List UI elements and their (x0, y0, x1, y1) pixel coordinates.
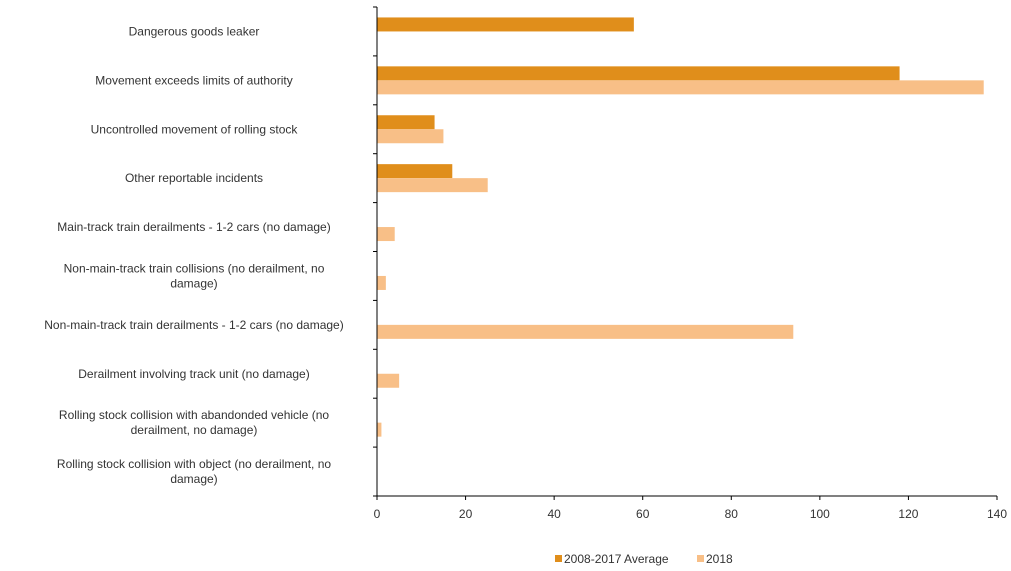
bar-2018-7 (377, 373, 400, 388)
bar-average-2 (377, 115, 435, 130)
x-tick-label: 0 (374, 507, 381, 521)
category-label-line: Non-main-track train derailments - 1-2 c… (44, 318, 343, 332)
category-label-line: damage) (170, 276, 217, 290)
category-label: Dangerous goods leaker (129, 24, 260, 38)
bar-2018-3 (377, 178, 488, 193)
x-tick-label: 100 (810, 507, 830, 521)
bar-2018-4 (377, 227, 395, 242)
bar-average-0 (377, 17, 634, 32)
bar-2018-1 (377, 80, 984, 95)
category-label: Rolling stock collision with object (no … (57, 457, 331, 486)
x-tick-label: 60 (636, 507, 650, 521)
category-label: Other reportable incidents (125, 171, 263, 185)
category-label-line: Uncontrolled movement of rolling stock (91, 122, 299, 136)
legend-swatch-1 (697, 555, 704, 562)
x-tick-label: 20 (459, 507, 473, 521)
legend-swatch-0 (555, 555, 562, 562)
category-labels: Dangerous goods leaker Movement exceeds l… (44, 24, 343, 486)
category-label-line: Movement exceeds limits of authority (95, 73, 292, 87)
category-label: Non-main-track train collisions (no dera… (64, 261, 325, 290)
category-label-line: Derailment involving track unit (no dama… (78, 367, 309, 381)
category-label: Rolling stock collision with abandonded … (59, 408, 329, 437)
category-label: Derailment involving track unit (no dama… (78, 367, 309, 381)
category-label-line: damage) (170, 472, 217, 486)
category-label: Uncontrolled movement of rolling stock (91, 122, 299, 136)
bar-2018-2 (377, 129, 444, 144)
legend: 2008-2017 Average 2018 (555, 552, 733, 566)
x-tick-label: 140 (987, 507, 1007, 521)
bar-average-3 (377, 164, 453, 179)
category-label-line: Rolling stock collision with object (no … (57, 457, 331, 471)
category-label: Main-track train derailments - 1-2 cars … (57, 220, 330, 234)
x-tick-label: 120 (898, 507, 918, 521)
bar-2018-6 (377, 324, 794, 339)
category-label: Non-main-track train derailments - 1-2 c… (44, 318, 343, 332)
category-label-line: Rolling stock collision with abandonded … (59, 408, 329, 422)
x-tick-label: 80 (725, 507, 739, 521)
category-label: Movement exceeds limits of authority (95, 73, 292, 87)
legend-label-0: 2008-2017 Average (564, 552, 669, 566)
x-tick-label: 40 (547, 507, 561, 521)
bars-group (377, 17, 984, 437)
bar-average-1 (377, 66, 900, 81)
legend-label-1: 2018 (706, 552, 733, 566)
category-label-line: Dangerous goods leaker (129, 24, 260, 38)
category-label-line: derailment, no damage) (131, 423, 258, 437)
category-label-line: Non-main-track train collisions (no dera… (64, 261, 325, 275)
category-label-line: Main-track train derailments - 1-2 cars … (57, 220, 330, 234)
category-label-line: Other reportable incidents (125, 171, 263, 185)
bar-2018-8 (377, 422, 382, 437)
bar-2018-5 (377, 275, 386, 290)
x-axis: 0 20 40 60 80 100 120 140 (373, 6, 1007, 521)
